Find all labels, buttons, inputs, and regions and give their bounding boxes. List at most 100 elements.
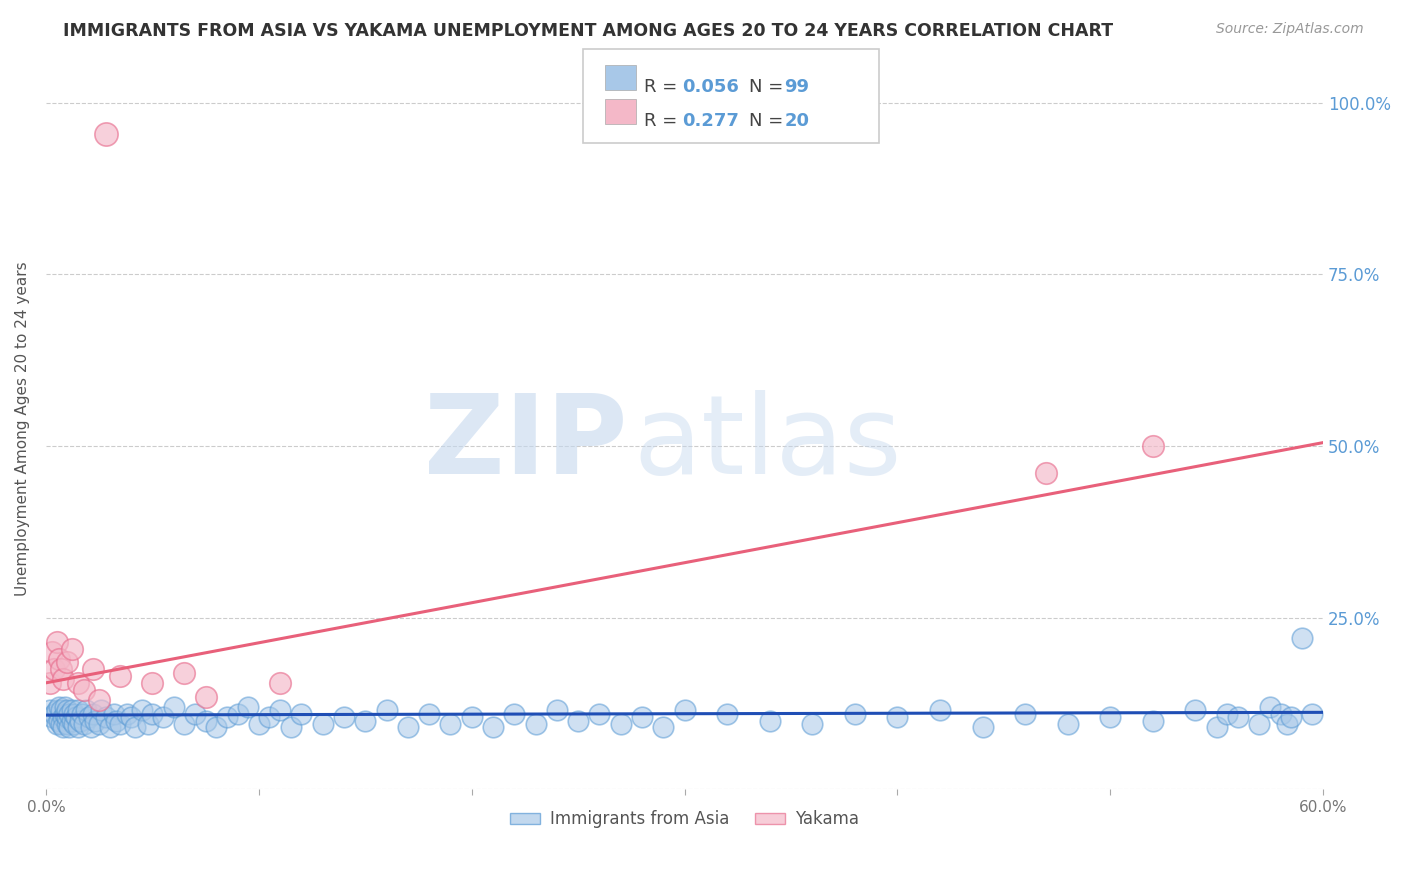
Point <box>48 699 70 714</box>
Point <box>131 703 153 717</box>
Point <box>60 714 83 728</box>
Point <box>120 710 142 724</box>
Point <box>110 717 132 731</box>
Point <box>45 634 67 648</box>
Text: N =: N = <box>749 78 789 95</box>
Point <box>56 717 79 731</box>
Point <box>758 714 780 728</box>
Point <box>44 662 66 676</box>
Text: R =: R = <box>644 112 683 129</box>
Point <box>238 699 260 714</box>
Point <box>82 706 104 721</box>
Point <box>333 710 356 724</box>
Point <box>44 706 66 721</box>
Point <box>39 676 62 690</box>
Point <box>52 710 75 724</box>
Point <box>1258 699 1281 714</box>
Point <box>82 662 104 676</box>
Point <box>929 703 952 717</box>
Point <box>546 703 568 717</box>
Point <box>567 714 589 728</box>
Point <box>631 710 654 724</box>
Point <box>73 717 96 731</box>
Point <box>60 641 83 656</box>
Point <box>460 710 482 724</box>
Point <box>588 706 610 721</box>
Point <box>79 721 101 735</box>
Point <box>66 721 89 735</box>
Point <box>90 703 112 717</box>
Point <box>280 721 302 735</box>
Point <box>49 662 72 676</box>
Point <box>247 717 270 731</box>
Text: 0.056: 0.056 <box>682 78 738 95</box>
Point <box>52 673 75 687</box>
Point <box>482 721 505 735</box>
Point <box>801 717 824 731</box>
Point <box>716 706 738 721</box>
Point <box>136 717 159 731</box>
Point <box>94 127 117 141</box>
Point <box>58 706 80 721</box>
Point <box>39 703 62 717</box>
Point <box>1301 706 1323 721</box>
Point <box>53 706 76 721</box>
Text: 0.277: 0.277 <box>682 112 738 129</box>
Point <box>56 655 79 669</box>
Point <box>396 721 419 735</box>
Point <box>103 706 125 721</box>
Point <box>184 706 207 721</box>
Point <box>1270 706 1292 721</box>
Point <box>49 717 72 731</box>
Point <box>439 717 461 731</box>
Text: 99: 99 <box>785 78 810 95</box>
Point <box>124 721 146 735</box>
Point <box>1184 703 1206 717</box>
Point <box>110 669 132 683</box>
Point <box>41 645 63 659</box>
Point <box>173 665 195 680</box>
Point <box>141 706 163 721</box>
Point <box>62 706 84 721</box>
Point <box>205 721 228 735</box>
Point <box>194 714 217 728</box>
Point <box>45 703 67 717</box>
Point <box>194 690 217 704</box>
Point <box>77 710 100 724</box>
Point <box>652 721 675 735</box>
Point <box>60 703 83 717</box>
Point <box>1227 710 1250 724</box>
Point <box>65 710 87 724</box>
Point <box>1291 631 1313 645</box>
Point <box>52 721 75 735</box>
Point <box>98 721 121 735</box>
Point <box>226 706 249 721</box>
Point <box>1014 706 1036 721</box>
Point <box>48 714 70 728</box>
Point <box>886 710 908 724</box>
Point <box>354 714 377 728</box>
Text: ZIP: ZIP <box>423 390 627 497</box>
Point <box>524 717 547 731</box>
Y-axis label: Unemployment Among Ages 20 to 24 years: Unemployment Among Ages 20 to 24 years <box>15 261 30 596</box>
Point <box>56 710 79 724</box>
Point <box>58 721 80 735</box>
Point <box>62 717 84 731</box>
Point <box>215 710 238 724</box>
Point <box>89 693 111 707</box>
Text: R =: R = <box>644 78 683 95</box>
Point <box>972 721 994 735</box>
Point <box>141 676 163 690</box>
Point <box>673 703 696 717</box>
Text: Source: ZipAtlas.com: Source: ZipAtlas.com <box>1216 22 1364 37</box>
Point <box>375 703 398 717</box>
Point <box>1056 717 1078 731</box>
Point <box>94 710 117 724</box>
Point <box>1216 706 1239 721</box>
Point <box>45 717 67 731</box>
Point <box>1142 714 1164 728</box>
Point <box>173 717 195 731</box>
Point <box>41 710 63 724</box>
Point <box>66 676 89 690</box>
Point <box>105 714 128 728</box>
